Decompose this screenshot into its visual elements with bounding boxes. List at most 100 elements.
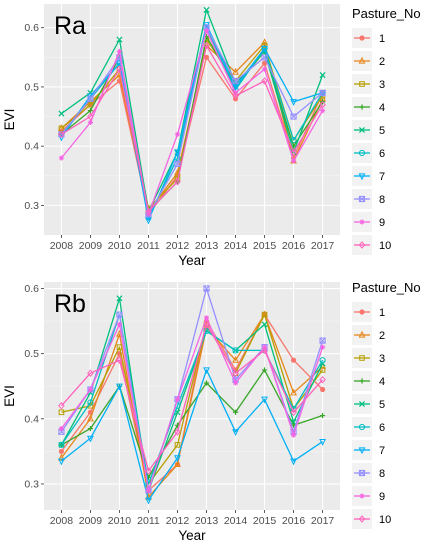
data-point [58,458,65,466]
data-point [261,54,268,61]
data-point [319,367,326,373]
data-point [145,207,152,216]
data-point [174,442,181,448]
legend-item-6: 6 [352,143,385,163]
legend-item-8: 8 [352,463,385,483]
legend-marker [358,195,366,203]
legend-label: 3 [379,353,385,365]
legend-marker [358,423,366,431]
series-line [60,27,324,215]
legend-marker [359,219,365,225]
data-point [261,45,268,53]
legend-label: 3 [379,79,385,91]
legend-label: 1 [379,33,385,45]
legend-title: Pasture_No [352,6,421,21]
data-point [58,425,65,432]
data-point [116,65,123,73]
data-point [87,414,94,422]
x-axis-title: Year [178,528,206,543]
data-point [232,355,239,363]
data-point [261,38,268,46]
series-line [61,313,324,485]
data-point [290,357,297,363]
y-tick-label: 0.6 [24,22,39,34]
legend-item-5: 5 [352,120,385,140]
data-point [290,432,297,438]
y-tick-label: 0.5 [24,348,39,360]
y-tick-label: 0.3 [24,200,39,212]
legend-label: 1 [379,307,385,319]
data-point [174,460,181,467]
legend-item-4: 4 [352,371,385,391]
data-point [203,315,210,321]
data-point [232,77,239,85]
data-point [203,28,210,34]
data-point [319,72,326,79]
panel-label: Ra [54,12,86,40]
x-tick-label: 2010 [108,515,132,527]
data-point [87,369,94,377]
data-point [319,337,326,344]
legend-marker [358,173,366,181]
data-point [319,412,326,419]
legend-item-10: 10 [352,235,391,255]
legend-label: 5 [379,399,385,411]
legend-marker [359,35,365,41]
x-tick-label: 2009 [79,515,103,527]
data-point [58,453,65,461]
x-tick-label: 2017 [311,240,335,252]
legend-label: 4 [379,376,385,388]
data-point [116,356,123,364]
data-point [290,408,297,417]
data-point [203,285,210,292]
legend-item-2: 2 [352,51,385,71]
x-tick-label: 2015 [253,240,277,252]
data-point [87,108,94,114]
data-point [319,375,326,384]
data-point [232,380,239,386]
legend-marker [358,469,366,477]
data-point [319,89,326,96]
legend-label: 4 [379,102,385,114]
data-point [116,295,123,302]
data-point [232,92,239,100]
data-point [116,36,123,43]
legend-label: 7 [379,171,385,183]
legend-marker [359,355,365,361]
legend-marker [359,378,365,384]
data-point [319,100,326,109]
data-point [261,66,268,72]
legend-marker [358,447,366,455]
legend-label: 6 [379,422,385,434]
legend-marker [358,149,366,157]
chart-panel-rb: 0.3 0.4 0.5 0.6 2008 2009 2010 2011 2012 2013 2014… [2,280,421,543]
chart-panel-ra: 0.3 0.4 0.5 0.6 2008 2009 2010 2011 2012 2013 2014… [2,4,421,268]
data-point [87,399,94,406]
series-line [60,24,323,221]
series-10 [58,320,326,475]
legend-marker [358,515,366,523]
data-point [145,217,152,225]
data-point [203,41,210,50]
series-7 [58,367,326,505]
legend: Pasture_No 1 2 3 4 5 6 7 8 9 10 [352,280,421,529]
data-point [232,67,239,75]
legend-label: 2 [379,56,385,68]
data-point [290,148,297,156]
x-tick-label: 2011 [137,515,160,527]
legend-label: 9 [379,491,385,503]
data-point [290,99,297,106]
x-tick-label: 2011 [137,240,160,252]
legend-label: 8 [379,194,385,206]
data-point [203,380,210,386]
y-tick-label: 0.3 [24,478,39,490]
x-tick-label: 2014 [224,240,248,252]
legend-title: Pasture_No [352,280,421,295]
x-tick-label: 2017 [311,515,335,527]
data-point [145,467,152,475]
data-point [232,347,239,354]
legend-item-2: 2 [352,325,385,345]
data-point [203,327,210,334]
data-point [261,60,268,66]
data-point [58,134,65,142]
